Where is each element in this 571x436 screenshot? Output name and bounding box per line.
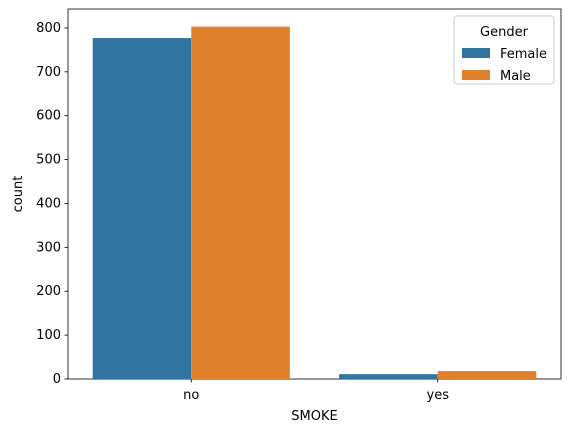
x-tick-label-no: no <box>183 388 199 403</box>
y-tick-label: 800 <box>36 21 61 36</box>
y-tick-label: 500 <box>36 153 61 168</box>
x-axis-label: SMOKE <box>291 409 337 424</box>
legend-label-male: Male <box>500 69 531 84</box>
y-tick-label: 300 <box>36 240 61 255</box>
y-tick-label: 100 <box>36 328 61 343</box>
legend-box <box>453 15 555 85</box>
bar-no-male <box>191 26 290 379</box>
bars <box>92 26 537 380</box>
bar-no-female <box>92 38 192 380</box>
bar-yes-female <box>339 374 438 379</box>
plot-frame <box>67 8 562 380</box>
legend-title: Gender <box>480 25 529 40</box>
y-axis-label: count <box>11 176 26 213</box>
y-tick-label: 600 <box>36 109 61 124</box>
axes: 0 100 200 300 400 500 600 700 800 no yes SMOKE count <box>11 8 562 424</box>
x-tick-label-yes: yes <box>427 388 450 403</box>
y-tick-label: 700 <box>36 65 61 80</box>
legend-swatch-male <box>462 70 490 80</box>
legend-label-female: Female <box>500 47 547 62</box>
bar-yes-male <box>437 371 537 379</box>
legend: Gender Female Male <box>453 15 555 85</box>
y-tick-label: 0 <box>53 372 61 387</box>
y-tick-label: 200 <box>36 284 61 299</box>
legend-swatch-female <box>462 48 490 58</box>
y-tick-label: 400 <box>36 196 61 211</box>
